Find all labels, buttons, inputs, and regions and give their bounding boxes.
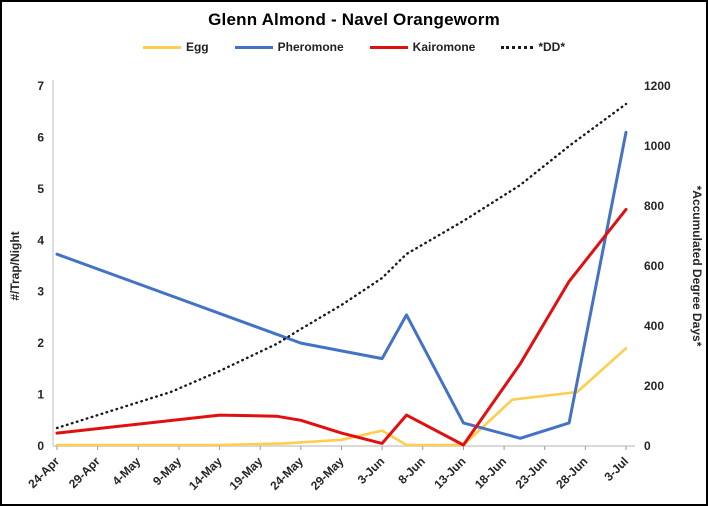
y-right-tick-label: 1200 xyxy=(644,79,671,93)
x-tick-label: 14-May xyxy=(186,454,225,493)
y-left-tick-label: 5 xyxy=(37,182,44,196)
y-left-tick-label: 1 xyxy=(37,388,44,402)
series-line-dd xyxy=(55,102,628,430)
y-right-tick-label: 600 xyxy=(644,259,664,273)
y-left-tick-label: 6 xyxy=(37,130,44,144)
y-right-tick-label: 800 xyxy=(644,199,664,213)
y-left-axis-title: #/Trap/Night xyxy=(8,231,22,300)
y-right-tick-label: 400 xyxy=(644,319,664,333)
legend-line-sample xyxy=(369,45,408,49)
series-line-kairomone xyxy=(55,207,628,447)
x-tick-label: 19-May xyxy=(227,454,266,493)
y-right-tick-label: 200 xyxy=(644,379,664,393)
x-tick-label: 24-Apr xyxy=(25,454,62,491)
x-tick-label: 3-Jun xyxy=(355,454,388,487)
legend-item-kairomone: Kairomone xyxy=(369,40,476,54)
x-tick-label: 29-Apr xyxy=(66,454,103,491)
x-tick-label: 13-Jun xyxy=(431,454,468,491)
legend-item-pheromone: Pheromone xyxy=(234,40,344,54)
legend-label: Pheromone xyxy=(277,40,344,54)
x-tick-label: 18-Jun xyxy=(472,454,509,491)
x-tick-label: 29-May xyxy=(308,454,347,493)
series-line-pheromone xyxy=(55,130,628,440)
x-tick-label: 24-May xyxy=(267,454,306,493)
y-left-tick-label: 2 xyxy=(37,336,44,350)
legend-line-sample xyxy=(501,45,534,49)
y-left-tick-label: 0 xyxy=(37,439,44,453)
y-right-tick-label: 1000 xyxy=(644,139,671,153)
x-tick-label: 3-Jul xyxy=(601,454,631,484)
y-left-tick-label: 7 xyxy=(37,79,44,93)
legend-item-egg: Egg xyxy=(142,40,209,54)
legend-line-sample xyxy=(142,45,181,49)
series-line-egg xyxy=(55,346,628,447)
chart-title: Glenn Almond - Navel Orangeworm xyxy=(208,10,500,29)
chart-legend: Egg Pheromone Kairomone *DD* xyxy=(2,40,706,54)
x-tick-label: 9-May xyxy=(150,454,184,488)
legend-item-dd: *DD* xyxy=(501,40,565,54)
legend-line-sample xyxy=(234,45,273,49)
y-left-tick-label: 4 xyxy=(37,233,44,247)
x-tick-label: 23-Jun xyxy=(513,454,550,491)
x-tick-label: 28-Jun xyxy=(553,454,590,491)
y-right-tick-label: 0 xyxy=(644,439,651,453)
legend-label: *DD* xyxy=(538,40,566,54)
y-left-tick-label: 3 xyxy=(37,285,44,299)
legend-label: Kairomone xyxy=(412,40,476,54)
y-right-axis-title: *Accumulated Degree Days* xyxy=(690,186,704,347)
x-tick-label: 4-May xyxy=(109,454,143,488)
legend-label: Egg xyxy=(185,40,209,54)
x-tick-label: 8-Jun xyxy=(395,454,428,487)
